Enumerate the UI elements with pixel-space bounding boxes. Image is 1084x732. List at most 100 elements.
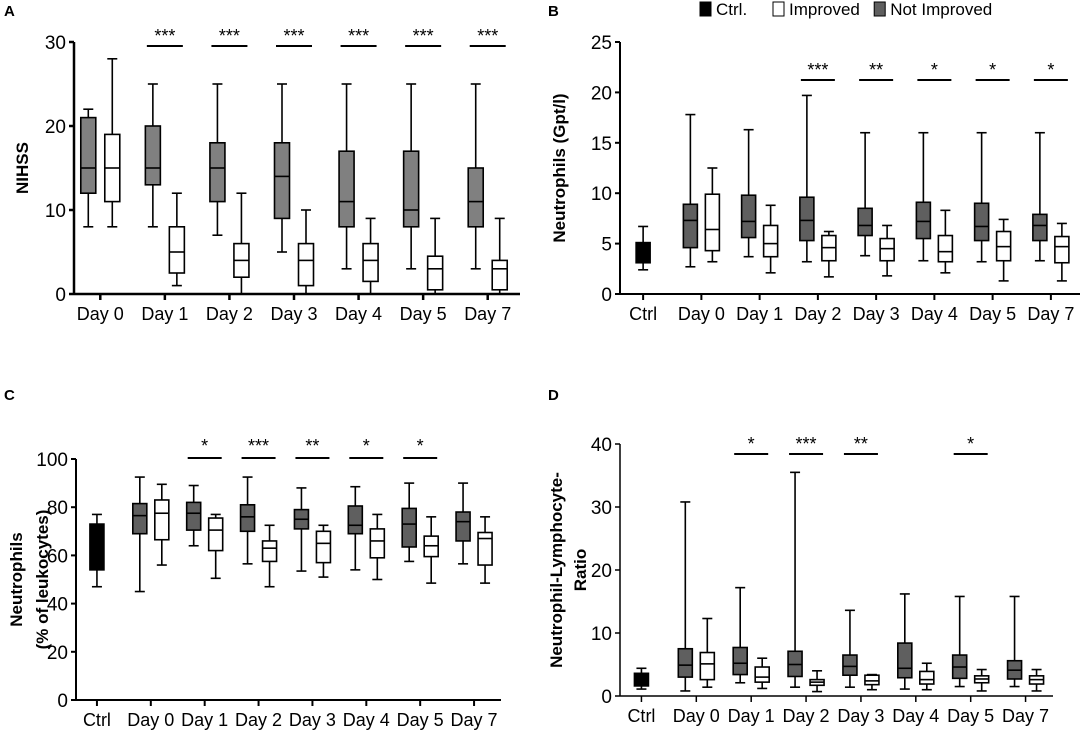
box-iqr: [682, 203, 699, 249]
box-iqr: [168, 226, 186, 274]
significance-marker: **: [305, 436, 319, 456]
box-iqr: [897, 642, 913, 679]
y-axis-label: NIHSS: [13, 142, 32, 194]
box-iqr: [185, 501, 202, 531]
box-iqr: [857, 207, 873, 237]
y-tick-label: 25: [591, 33, 612, 54]
panel-label: A: [4, 3, 15, 20]
box-not-improved: [347, 485, 364, 571]
box-iqr: [369, 528, 386, 559]
box-ctrl: [633, 667, 650, 690]
box-not-improved: [79, 108, 97, 228]
box-iqr: [132, 502, 148, 535]
x-tick-label: Day 5: [969, 304, 1016, 324]
box-iqr: [973, 202, 990, 242]
box-improved: [154, 483, 170, 566]
box-improved: [754, 657, 770, 690]
box-improved: [315, 524, 332, 578]
significance-marker: *: [1047, 60, 1054, 80]
legend-label: Ctrl.: [716, 0, 747, 19]
y-tick-label: 30: [45, 33, 66, 54]
legend: Ctrl. Improved Not Improved: [699, 0, 992, 19]
x-tick-label: Day 2: [794, 304, 841, 324]
panel-c: C 0 20 40 60 80 100 Neutrophils (% of leukocytes…: [4, 387, 501, 730]
y-tick-label: 5: [601, 235, 612, 256]
box-improved: [879, 224, 895, 277]
x-tick-label: Day 0: [673, 706, 720, 726]
box-not-improved: [951, 595, 968, 688]
significance-marker: *: [748, 434, 755, 454]
box-not-improved: [185, 484, 202, 547]
significance-marker: *: [201, 436, 208, 456]
x-tick-label: Day 0: [127, 710, 174, 730]
box-iqr: [915, 201, 932, 240]
box-iqr: [762, 224, 779, 258]
x-tick-label: Day 1: [736, 304, 783, 324]
box-improved: [491, 217, 509, 295]
box-improved: [297, 209, 315, 295]
significance-marker: ***: [477, 26, 498, 46]
x-tick-label: Day 0: [678, 304, 725, 324]
box-ctrl: [89, 513, 105, 588]
box-improved: [362, 217, 379, 295]
x-tick-label: Day 3: [853, 304, 900, 324]
box-not-improved: [144, 83, 162, 228]
box-improved: [207, 513, 224, 580]
panel-b: B 0 5 10 15 20 25 Neutrophils (Gpt/l) Ctrl Day 0 D…: [548, 3, 1080, 324]
y-tick-label: 10: [591, 184, 612, 205]
box-not-improved: [1006, 595, 1023, 688]
y-tick-label: 0: [55, 285, 66, 306]
panel-a: A 0 10 20 30 NIHSS Day 0 Day 1 *** Day 2 *** Day 3 *…: [4, 3, 520, 324]
significance-marker: **: [854, 434, 868, 454]
x-tick-label: Day 4: [911, 304, 958, 324]
panel-label: C: [4, 387, 15, 404]
y-axis-label-line2: (% of leukocytes): [33, 510, 52, 650]
box-iqr: [799, 196, 815, 242]
box-not-improved: [239, 476, 256, 565]
x-tick-label: Day 0: [77, 304, 124, 324]
x-tick-label: Day 7: [1027, 304, 1074, 324]
box-iqr: [842, 654, 858, 677]
y-tick-label: 0: [57, 691, 68, 712]
box-not-improved: [209, 83, 226, 236]
box-iqr: [477, 531, 493, 566]
x-tick-label: Day 4: [892, 706, 939, 726]
box-not-improved: [677, 501, 694, 692]
box-not-improved: [799, 94, 815, 263]
x-tick-label: Ctrl: [629, 304, 657, 324]
significance-marker: *: [363, 436, 370, 456]
box-iqr: [740, 194, 757, 239]
box-iqr: [467, 167, 485, 228]
box-iqr: [864, 674, 880, 686]
box-improved: [937, 209, 954, 274]
significance-marker: ***: [248, 436, 269, 456]
box-iqr: [207, 517, 224, 552]
box-improved: [864, 673, 880, 691]
box-iqr: [704, 193, 721, 252]
box-iqr: [491, 259, 509, 291]
significance-marker: ***: [154, 26, 175, 46]
box-iqr: [401, 507, 417, 548]
x-tick-label: Day 2: [783, 706, 830, 726]
significance-marker: ***: [283, 26, 304, 46]
x-tick-label: Day 7: [1002, 706, 1049, 726]
panel-label: B: [548, 3, 559, 20]
x-tick-label: Day 4: [343, 710, 390, 730]
box-improved: [423, 516, 439, 584]
box-iqr: [635, 241, 651, 264]
box-not-improved: [732, 586, 748, 684]
box-improved: [233, 192, 250, 295]
significance-marker: ***: [413, 26, 434, 46]
box-improved: [369, 513, 386, 581]
y-tick-label: 0: [601, 687, 612, 708]
panel-label: D: [548, 387, 559, 404]
significance-marker: *: [967, 434, 974, 454]
box-improved: [821, 230, 837, 278]
legend-label: Not Improved: [890, 0, 992, 19]
box-iqr: [1054, 235, 1070, 264]
box-iqr: [144, 125, 162, 186]
box-iqr: [362, 242, 379, 283]
legend-item: Not Improved: [873, 0, 992, 19]
box-improved: [426, 217, 444, 295]
